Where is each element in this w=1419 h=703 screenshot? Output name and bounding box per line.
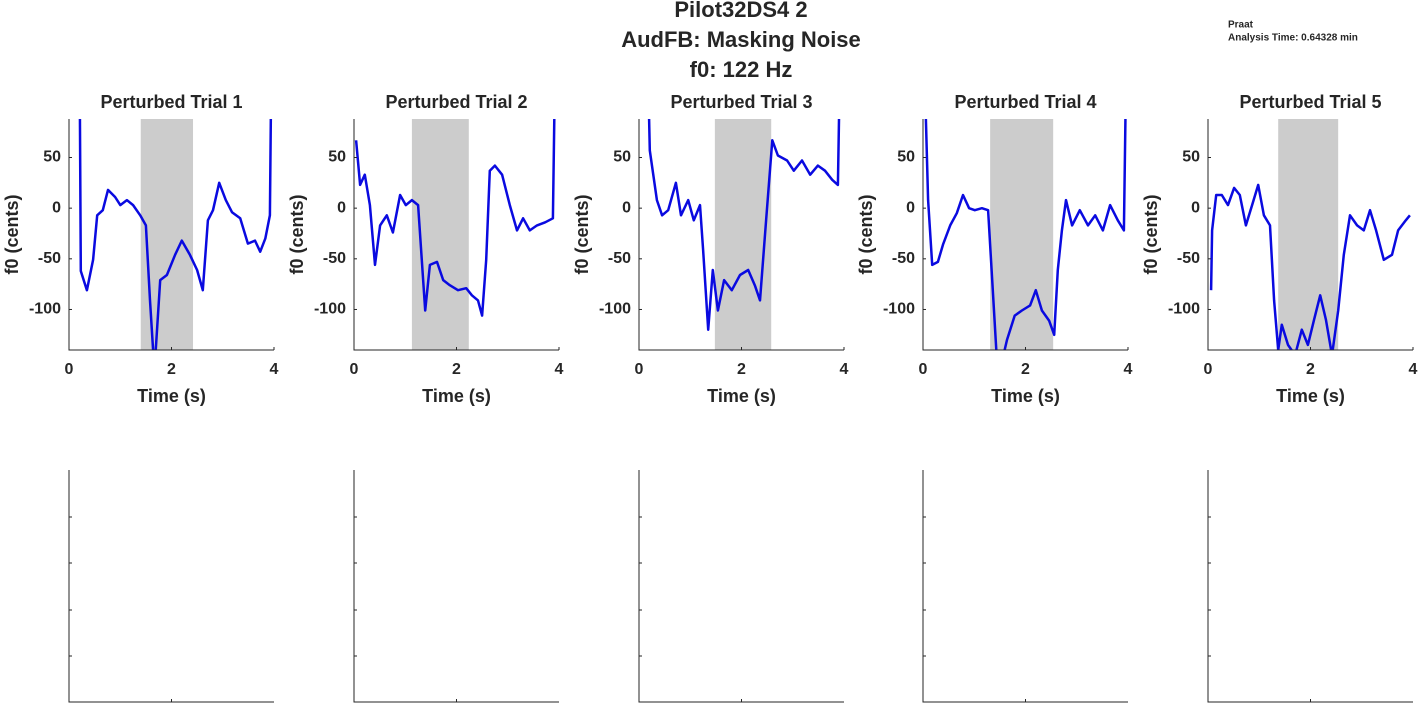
y-axis-label: f0 (cents): [572, 194, 592, 274]
shaded-region: [990, 119, 1054, 350]
shaded-region: [140, 119, 194, 350]
y-tick-label: 0: [337, 199, 346, 216]
y-tick-label: 50: [43, 149, 61, 166]
f0-line: [354, 119, 556, 317]
x-tick-label: 2: [167, 361, 176, 378]
x-tick-label: 4: [555, 361, 564, 378]
y-tick-label: -50: [608, 250, 631, 267]
shaded-region: [411, 119, 469, 350]
suptitle: AudFB: Masking Noise: [621, 27, 861, 52]
empty-axis: [353, 470, 559, 703]
panel: -100 -50 0 50 0 2 4 Perturbed Trial 5 Time (s) f0…: [1141, 92, 1418, 406]
panel: -100 -50 0 50 0 2 4 Perturbed Trial 1 Time (s) f0…: [2, 92, 279, 406]
x-tick-label: 0: [919, 361, 928, 378]
y-tick-label: -50: [892, 250, 915, 267]
annotation: Analysis Time: 0.64328 min: [1228, 33, 1358, 44]
x-tick-label: 2: [1021, 361, 1030, 378]
y-tick-label: 0: [622, 199, 631, 216]
x-tick-label: 4: [270, 361, 279, 378]
x-axis-label: Time (s): [137, 386, 206, 406]
y-tick-label: -50: [323, 250, 346, 267]
x-axis-label: Time (s): [1276, 386, 1345, 406]
empty-axis: [922, 470, 1128, 703]
y-axis-label: f0 (cents): [856, 194, 876, 274]
empty-axis: [68, 470, 274, 703]
suptitle: Pilot32DS4 2: [674, 0, 807, 22]
panel: -100 -50 0 50 0 2 4 Perturbed Trial 3 Time (s) f0…: [572, 92, 849, 406]
x-tick-label: 4: [1409, 361, 1418, 378]
panel: -100 -50 0 50 0 2 4 Perturbed Trial 2 Time (s) f0…: [287, 92, 564, 406]
y-axis-label: f0 (cents): [2, 194, 22, 274]
x-tick-label: 2: [1306, 361, 1315, 378]
y-tick-label: 0: [1191, 199, 1200, 216]
x-axis-label: Time (s): [422, 386, 491, 406]
panel-title: Perturbed Trial 4: [954, 92, 1096, 112]
y-tick-label: -100: [1168, 301, 1200, 318]
panel-title: Perturbed Trial 3: [670, 92, 812, 112]
empty-axis: [1207, 470, 1413, 703]
x-tick-label: 4: [840, 361, 849, 378]
panel: -100 -50 0 50 0 2 4 Perturbed Trial 4 Time (s) f0…: [856, 92, 1133, 406]
plot-area: [1209, 119, 1411, 350]
x-tick-label: 0: [350, 361, 359, 378]
suptitle: f0: 122 Hz: [690, 57, 793, 82]
x-axis-label: Time (s): [991, 386, 1060, 406]
shaded-region: [1278, 119, 1339, 350]
x-tick-label: 2: [452, 361, 461, 378]
plot-area: [647, 119, 841, 350]
y-tick-label: 50: [1182, 149, 1200, 166]
y-tick-label: -50: [38, 250, 61, 267]
f0-line: [924, 119, 1127, 350]
empty-axes-row: [68, 470, 1413, 703]
y-tick-label: 0: [906, 199, 915, 216]
y-tick-label: -100: [599, 301, 631, 318]
panel-title: Perturbed Trial 2: [385, 92, 527, 112]
x-tick-label: 2: [737, 361, 746, 378]
y-tick-label: -100: [29, 301, 61, 318]
plot-area: [924, 119, 1127, 350]
y-tick-label: 50: [897, 149, 915, 166]
y-tick-label: -100: [883, 301, 915, 318]
x-tick-label: 0: [1204, 361, 1213, 378]
x-tick-label: 0: [65, 361, 74, 378]
panel-title: Perturbed Trial 1: [100, 92, 242, 112]
x-tick-label: 0: [635, 361, 644, 378]
y-tick-label: 50: [613, 149, 631, 166]
plot-area: [354, 119, 556, 350]
panel-title: Perturbed Trial 5: [1239, 92, 1381, 112]
y-tick-label: 50: [328, 149, 346, 166]
y-tick-label: 0: [52, 199, 61, 216]
annotation: Praat: [1228, 20, 1254, 31]
f0-line: [78, 119, 273, 350]
empty-axis: [638, 470, 844, 703]
y-tick-label: -50: [1177, 250, 1200, 267]
x-tick-label: 4: [1124, 361, 1133, 378]
f0-line: [1209, 183, 1411, 350]
y-axis-label: f0 (cents): [287, 194, 307, 274]
plot-area: [78, 119, 273, 350]
shaded-region: [714, 119, 772, 350]
y-axis-label: f0 (cents): [1141, 194, 1161, 274]
x-axis-label: Time (s): [707, 386, 776, 406]
f0-line: [647, 119, 841, 331]
y-tick-label: -100: [314, 301, 346, 318]
